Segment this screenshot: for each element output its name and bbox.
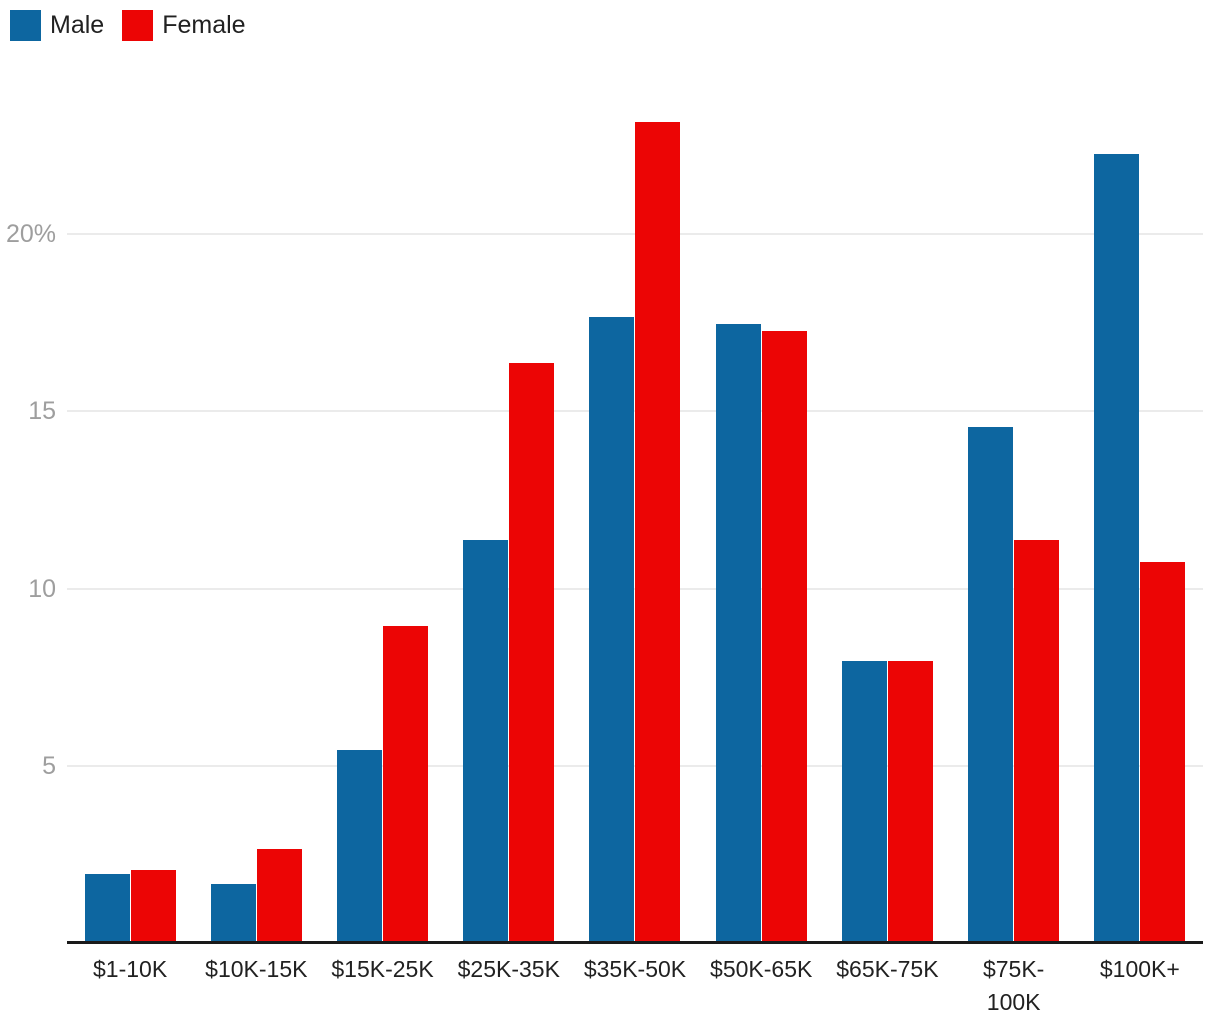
bar-female-$25K-35K[interactable] <box>509 363 555 941</box>
bar-male-$10K-15K[interactable] <box>210 884 256 941</box>
bar-female-$1-10K[interactable] <box>130 870 176 941</box>
bar-male-$25K-35K[interactable] <box>463 540 509 941</box>
legend-label-male: Male <box>50 11 105 39</box>
gridline-15 <box>67 410 1203 413</box>
bar-female-$100K+[interactable] <box>1140 561 1186 941</box>
x-axis-labels: $1-10K $10K-15K $15K-25K $25K-35K $35K-50K $5… <box>67 953 1203 1019</box>
gridline-5 <box>67 764 1203 767</box>
bar-male-$50K-65K[interactable] <box>715 324 761 941</box>
y-axis-label-15: 15 <box>28 397 56 426</box>
x-axis-label-$50K-65K: $50K-65K <box>710 956 813 982</box>
bar-group-$65K-75K <box>824 91 950 941</box>
female-swatch-icon <box>122 10 154 41</box>
x-axis-label-$65K-75K: $65K-75K <box>836 956 939 982</box>
gridline-10 <box>67 587 1203 590</box>
bar-female-$10K-15K[interactable] <box>256 848 302 941</box>
bar-group-$35K-50K <box>572 91 698 941</box>
bar-group-$10K-15K <box>193 91 319 941</box>
bar-female-$75K-100K[interactable] <box>1014 540 1060 941</box>
bar-group-$25K-35K <box>446 91 572 941</box>
bar-male-$65K-75K[interactable] <box>841 660 887 941</box>
gridline-20 <box>67 233 1203 235</box>
y-axis-label-5: 5 <box>42 751 56 780</box>
x-axis-label-$100K+: $100K+ <box>1099 956 1180 982</box>
bar-group-$75K-100K <box>951 91 1077 941</box>
y-axis-label-10: 10 <box>28 574 56 603</box>
legend: Male Female <box>10 10 246 41</box>
x-axis-line <box>67 941 1203 944</box>
x-axis-label-$75K-100K: $75K- 100K <box>982 956 1045 1015</box>
bar-male-$100K+[interactable] <box>1094 154 1140 941</box>
x-axis-label-$25K-35K: $25K-35K <box>457 956 560 982</box>
bar-male-$1-10K[interactable] <box>84 873 130 941</box>
legend-label-female: Female <box>162 11 246 39</box>
x-axis-label-$1-10K: $1-10K <box>93 956 168 982</box>
bar-female-$50K-65K[interactable] <box>761 331 807 941</box>
bar-group-$15K-25K <box>319 91 445 941</box>
legend-item-female: Female <box>122 10 246 41</box>
bar-female-$65K-75K[interactable] <box>887 660 933 941</box>
male-swatch-icon <box>10 10 41 41</box>
bar-group-$100K+ <box>1077 91 1203 941</box>
bar-groups <box>67 91 1203 941</box>
y-axis-label-20: 20% <box>5 220 56 248</box>
bar-group-$1-10K <box>67 91 193 941</box>
x-axis-label-$35K-50K: $35K-50K <box>583 956 687 982</box>
x-axis-label-$15K-25K: $15K-25K <box>331 956 434 982</box>
bar-female-$35K-50K[interactable] <box>635 122 681 941</box>
bar-male-$15K-25K[interactable] <box>337 749 383 941</box>
bar-male-$35K-50K[interactable] <box>589 317 635 941</box>
legend-item-male: Male <box>10 10 104 41</box>
bar-group-$50K-65K <box>698 91 824 941</box>
x-axis-label-$10K-15K: $10K-15K <box>205 956 308 982</box>
bar-male-$75K-100K[interactable] <box>968 426 1014 941</box>
bar-female-$15K-25K[interactable] <box>383 625 429 941</box>
